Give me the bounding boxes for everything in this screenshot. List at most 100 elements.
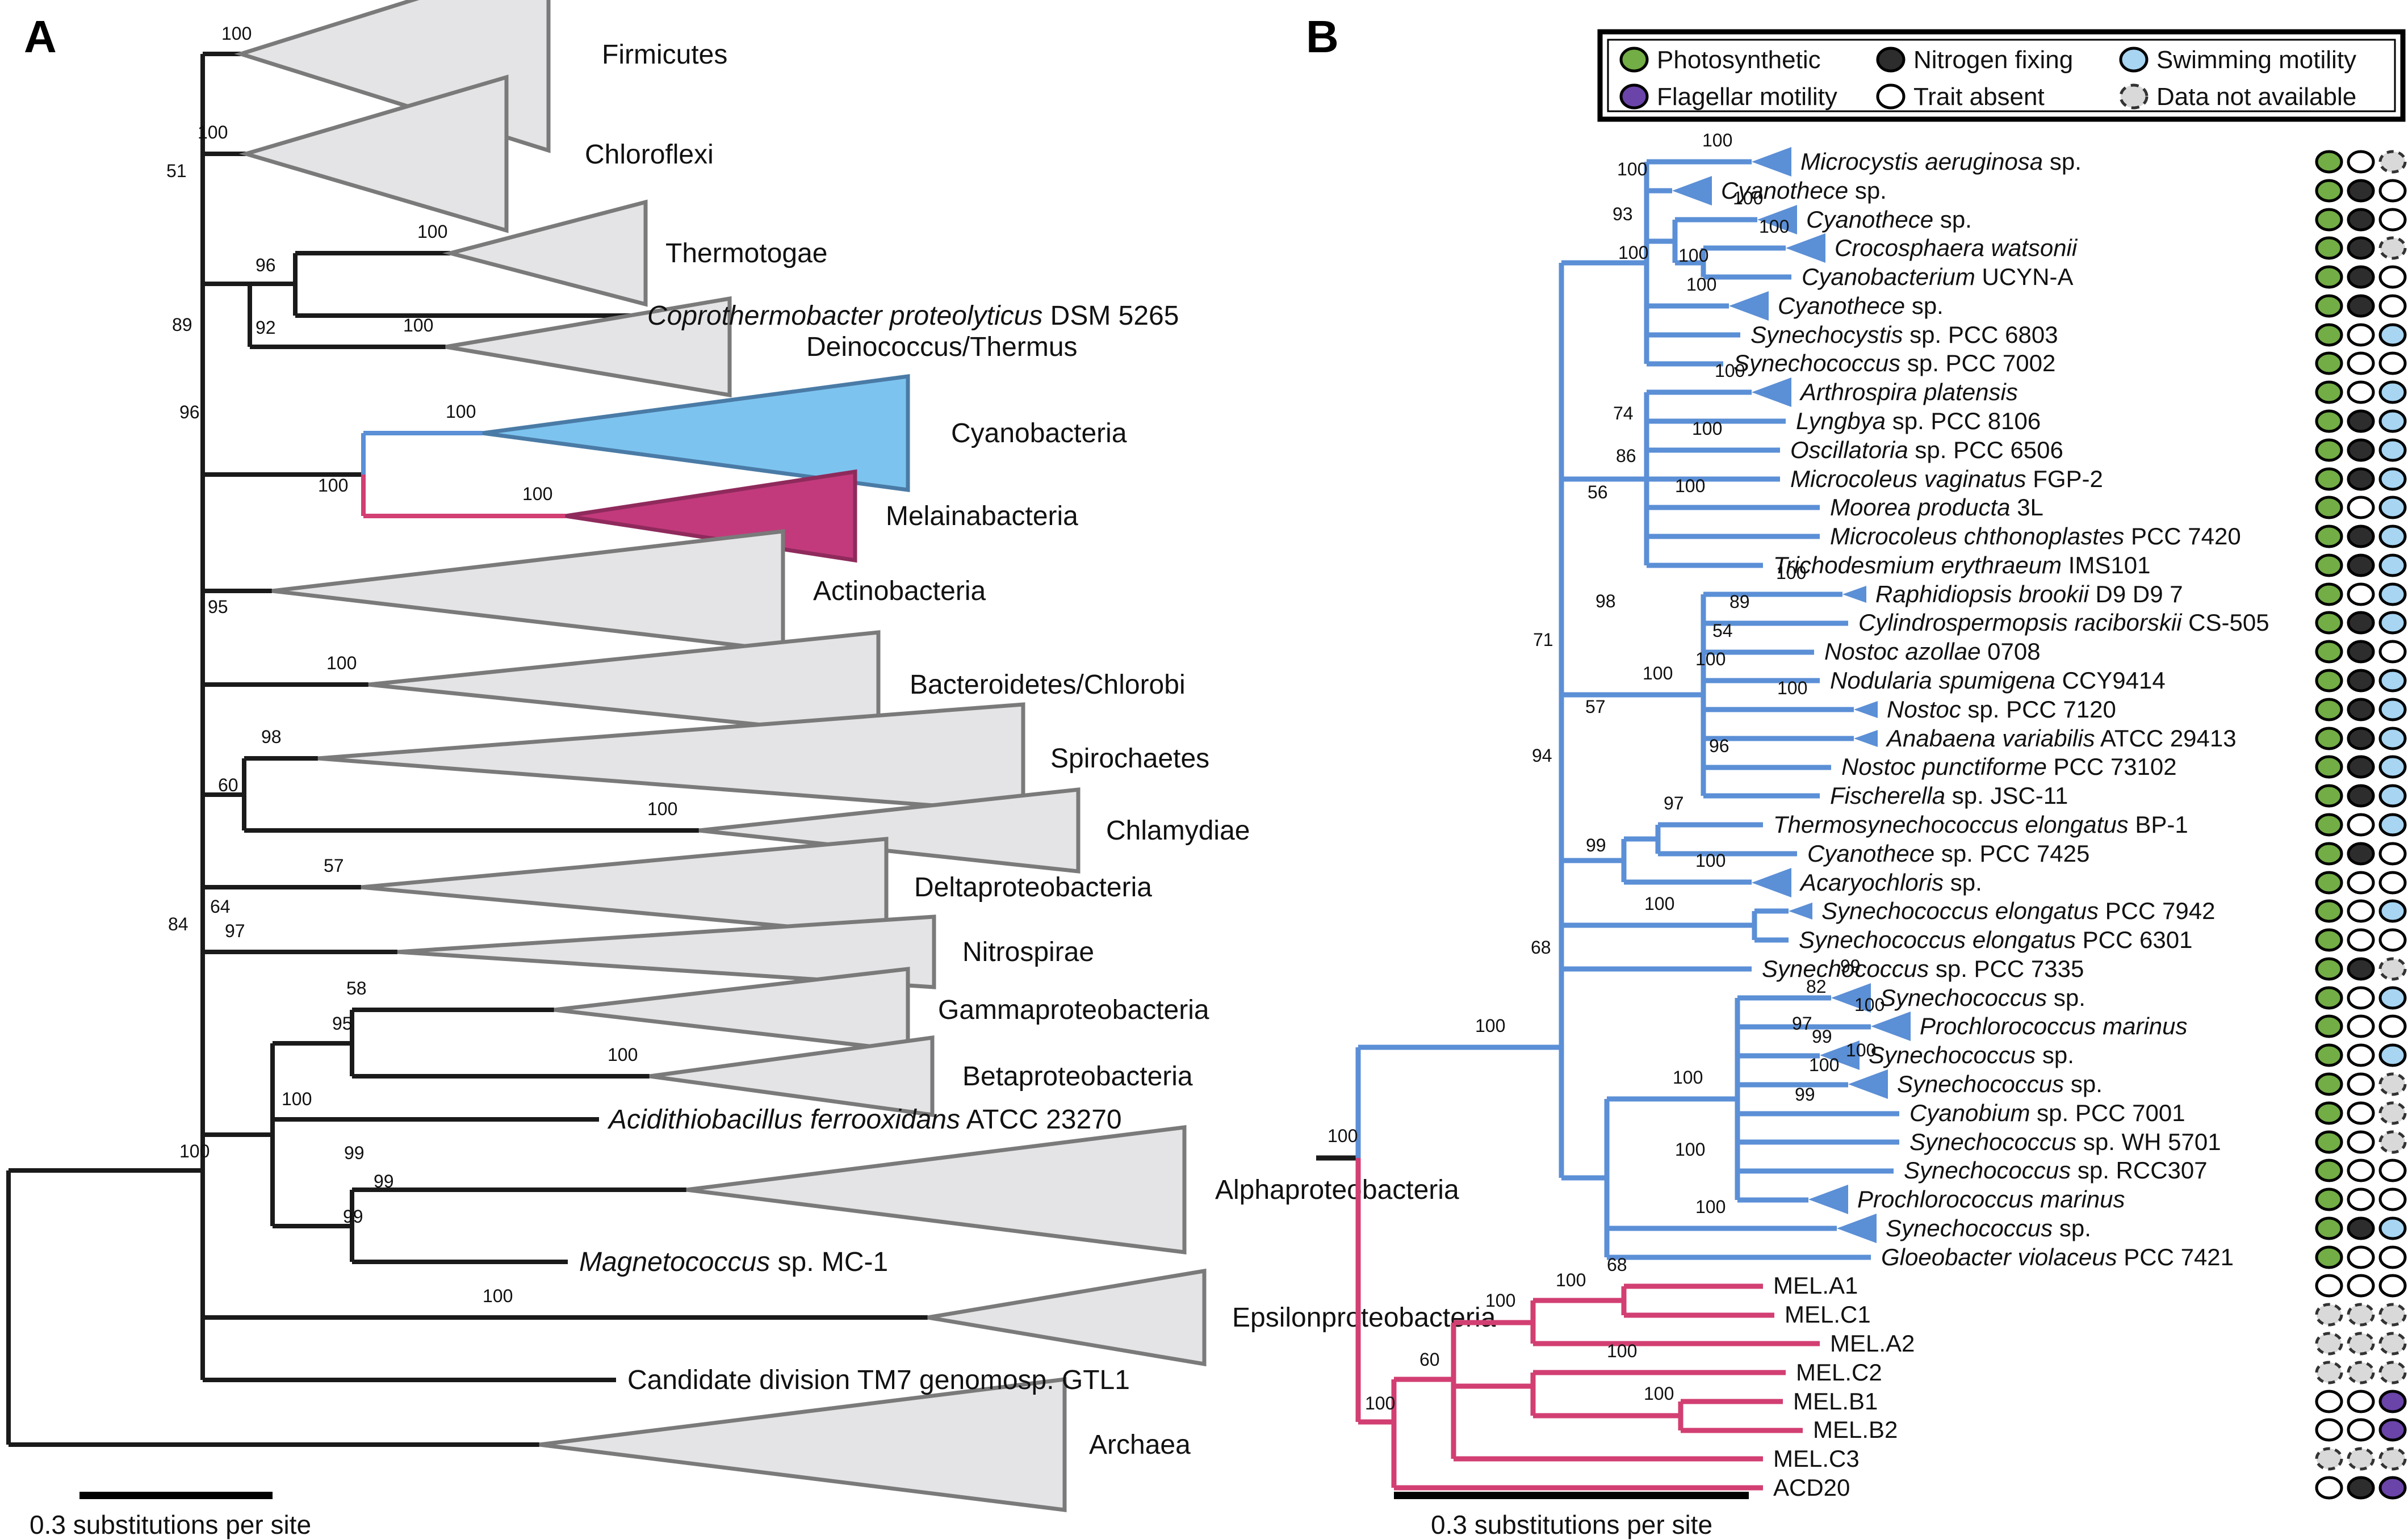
bootstrap-label: 99 xyxy=(1795,1084,1815,1105)
bootstrap-label: 100 xyxy=(1607,1341,1637,1361)
taxon-name-roman: Deltaproteobacteria xyxy=(914,872,1152,903)
taxon-name-roman: sp. PCC 7002 xyxy=(1900,350,2055,376)
trait-legend: Photosynthetic Nitrogen fixing Swimming … xyxy=(1597,29,2406,122)
taxon-name-italic: Synechococcus elongatus xyxy=(1821,897,2099,924)
taxon-name-italic: Synechococcus xyxy=(1897,1071,2064,1097)
trait-circle-photosynthetic xyxy=(2315,871,2343,895)
taxon-name-roman: 3L xyxy=(2011,494,2043,521)
collapsed-clade-triangle xyxy=(698,787,1081,874)
bootstrap-label: 100 xyxy=(326,653,357,673)
taxon-name-roman: MEL.B1 xyxy=(1793,1388,1878,1415)
bootstrap-label: 97 xyxy=(1792,1013,1812,1034)
taxon-name-roman: D9 D9 7 xyxy=(2089,581,2183,607)
trait-circle-photosynthetic xyxy=(2315,1245,2343,1269)
trait-circle-no-data xyxy=(2378,1303,2407,1327)
taxon-label: Microcystis aeruginosa sp. xyxy=(1800,148,2082,175)
trait-circle-absent xyxy=(2347,1072,2375,1096)
taxon-name-roman: sp. PCC 6506 xyxy=(1908,437,2063,463)
bootstrap-label: 60 xyxy=(1419,1349,1440,1370)
collapsed-clade-triangle xyxy=(368,630,881,739)
trait-circle-photosynthetic xyxy=(2315,784,2343,808)
trait-circle-no-data xyxy=(2315,1303,2343,1327)
trait-circle-flagellar-motility xyxy=(2378,1390,2407,1413)
taxon-name-roman: Candidate division TM7 genomosp. GTL1 xyxy=(627,1365,1130,1395)
collapsed-leaf-triangle xyxy=(1831,983,1871,1013)
trait-circle-absent xyxy=(2347,1014,2375,1038)
trait-circle-no-data xyxy=(2315,1332,2343,1356)
bootstrap-label: 98 xyxy=(261,727,282,747)
taxon-label: Actinobacteria xyxy=(813,576,986,606)
taxon-label: Candidate division TM7 genomosp. GTL1 xyxy=(627,1365,1130,1395)
taxon-label: Lyngbya sp. PCC 8106 xyxy=(1796,408,2041,434)
taxon-label: Synechococcus sp. PCC 7335 xyxy=(1762,955,2084,982)
trait-circle-photosynthetic xyxy=(2315,1187,2343,1211)
collapsed-leaf-triangle xyxy=(1808,1185,1848,1214)
trait-circle-photosynthetic xyxy=(2315,1130,2343,1154)
trait-circle-photosynthetic xyxy=(2315,553,2343,577)
taxon-label: Trichodesmium erythraeum IMS101 xyxy=(1773,552,2150,578)
trait-circle-no-data xyxy=(2378,236,2407,260)
taxon-label: Thermosynechococcus elongatus BP-1 xyxy=(1773,811,2188,838)
taxon-name-roman: sp. xyxy=(1933,206,1972,233)
bootstrap-label: 100 xyxy=(1695,1197,1726,1217)
taxon-name-roman: sp. WH 5701 xyxy=(2076,1128,2221,1155)
taxon-name-roman: PCC 7421 xyxy=(2117,1244,2234,1270)
taxon-name-italic: Gloeobacter violaceus xyxy=(1881,1244,2117,1270)
taxon-name-italic: Moorea producta xyxy=(1830,494,2011,521)
bootstrap-label: 89 xyxy=(1729,591,1750,612)
trait-circle-absent xyxy=(2378,1274,2407,1298)
trait-circle-nitrogen-fixing xyxy=(2347,236,2375,260)
taxon-name-italic: Cylindrospermopsis raciborskii xyxy=(1858,609,2183,636)
taxon-name-roman: sp. xyxy=(1944,869,1982,896)
taxon-name-roman: Bacteroidetes/Chlorobi xyxy=(910,670,1186,700)
panel-b-tree: Microcystis aeruginosa sp. Cyanothece sp.… xyxy=(1316,130,2269,1501)
taxon-label: Anabaena variabilis ATCC 29413 xyxy=(1885,725,2237,752)
trait-circle-absent xyxy=(2378,842,2407,866)
trait-circle-no-data xyxy=(2315,1447,2343,1471)
taxon-name-roman: MEL.B2 xyxy=(1813,1416,1898,1443)
trait-circle-absent xyxy=(2347,582,2375,606)
trait-circle-photosynthetic xyxy=(2315,236,2343,260)
taxon-name-italic: Cyanothece xyxy=(1778,292,1905,319)
taxon-name-italic: Nodularia spumigena xyxy=(1830,667,2055,694)
trait-circle-photosynthetic xyxy=(2315,323,2343,347)
taxon-name-roman: Epsilonproteobacteria xyxy=(1232,1303,1496,1333)
panel-a-scale-bar: 0.3 substitutions per site xyxy=(30,1492,311,1539)
trait-circle-photosynthetic xyxy=(2315,813,2343,837)
legend-swimming-motility-icon xyxy=(2119,47,2149,73)
bootstrap-label: 94 xyxy=(1532,745,1552,766)
taxon-label: Oscillatoria sp. PCC 6506 xyxy=(1790,437,2063,463)
taxon-name-roman: CS-505 xyxy=(2182,609,2269,636)
taxon-name-italic: Microcoleus vaginatus xyxy=(1790,465,2026,492)
collapsed-clade-triangle xyxy=(686,1125,1187,1254)
taxon-name-roman: FGP-2 xyxy=(2026,465,2103,492)
taxon-label: Thermotogae xyxy=(665,238,828,268)
taxon-label: MEL.A1 xyxy=(1773,1272,1858,1299)
legend-trait-absent-icon xyxy=(1876,83,1906,110)
trait-circle-swimming-motility xyxy=(2378,496,2407,519)
trait-circle-no-data xyxy=(2347,1447,2375,1471)
taxon-label: Nostoc sp. PCC 7120 xyxy=(1887,696,2116,723)
legend-trait-absent-label: Trait absent xyxy=(1913,83,2045,111)
bootstrap-label: 97 xyxy=(225,921,245,941)
trait-circle-photosynthetic xyxy=(2315,524,2343,548)
trait-circle-nitrogen-fixing xyxy=(2347,179,2375,203)
trait-circle-swimming-motility xyxy=(2378,813,2407,837)
taxon-label: Synechococcus sp. xyxy=(1869,1042,2074,1068)
bootstrap-label: 100 xyxy=(282,1089,312,1109)
taxon-name-italic: Fischerella xyxy=(1830,782,1945,809)
bootstrap-label: 100 xyxy=(446,401,476,422)
bootstrap-label: 93 xyxy=(1613,204,1633,224)
taxon-name-italic: Raphidiopsis brookii xyxy=(1875,581,2090,607)
taxon-name-roman: UCYN-A xyxy=(1975,263,2074,290)
taxon-label: Acidithiobacillus ferrooxidans ATCC 2327… xyxy=(607,1105,1122,1135)
bootstrap-label: 89 xyxy=(172,314,192,335)
trait-circle-photosynthetic xyxy=(2315,208,2343,232)
taxon-label: Synechococcus sp. xyxy=(1880,984,2085,1011)
trait-circle-absent xyxy=(2347,871,2375,895)
trait-circle-absent xyxy=(2378,928,2407,952)
trait-circle-no-data xyxy=(2378,1101,2407,1125)
taxon-label: Synechococcus sp. xyxy=(1897,1071,2103,1097)
collapsed-leaf-triangle xyxy=(1752,868,1791,897)
trait-circle-swimming-motility xyxy=(2378,409,2407,433)
